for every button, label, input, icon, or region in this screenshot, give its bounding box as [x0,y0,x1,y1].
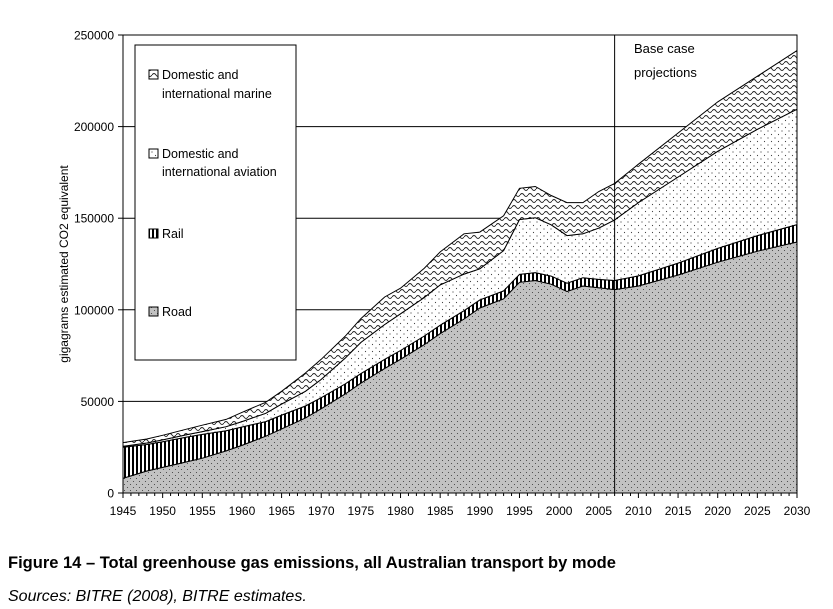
x-tick-label: 1970 [308,504,335,518]
x-tick-label: 2000 [546,504,573,518]
x-axis-ticks: 1945 1950 1955 1960 1965 1970 1975 1980 1985 1990… [110,493,811,518]
y-tick-label: 50000 [81,395,115,409]
y-tick-label: 0 [107,487,114,501]
x-tick-label: 1965 [268,504,295,518]
area-marine [122,49,798,447]
legend-box [134,44,297,361]
x-tick-label: 1945 [110,504,137,518]
legend-label-aviation-1: Domestic and [162,147,238,161]
figure-caption: Figure 14 – Total greenhouse gas emissio… [8,554,616,572]
legend-label-marine-2: international marine [162,87,272,101]
y-tick-label: 150000 [74,212,114,226]
legend: Domestic and international marine Domest… [134,44,297,361]
annotation-line2: projections [634,65,697,80]
legend-swatch-road [148,306,159,317]
x-tick-label: 2030 [784,504,811,518]
annotation-line1: Base case [634,41,695,56]
legend-swatch-rail [148,228,159,239]
x-tick-label: 1990 [466,504,493,518]
y-axis-label: gigagrams estimated CO2 equivalent [57,165,71,363]
y-axis-ticks: 0 50000 100000 150000 200000 250000 [74,29,123,501]
x-tick-label: 2020 [704,504,731,518]
y-tick-label: 100000 [74,303,114,317]
x-tick-label: 1985 [427,504,454,518]
figure-source: Sources: BITRE (2008), BITRE estimates. [8,588,307,605]
x-tick-label: 1960 [229,504,256,518]
legend-label-road: Road [162,305,192,319]
stacked-areas [122,49,798,494]
x-tick-label: 1955 [189,504,216,518]
y-tick-label: 250000 [74,29,114,43]
x-tick-label: 1975 [348,504,375,518]
x-tick-label: 2005 [585,504,612,518]
legend-swatch-aviation [148,148,159,159]
x-tick-label: 2015 [665,504,692,518]
x-tick-label: 2025 [744,504,771,518]
y-tick-label: 200000 [74,120,114,134]
legend-label-aviation-2: international aviation [162,165,277,179]
legend-label-rail: Rail [162,227,184,241]
x-tick-label: 1995 [506,504,533,518]
x-tick-label: 2010 [625,504,652,518]
x-tick-label: 1950 [149,504,176,518]
legend-swatch-marine [148,69,159,80]
x-tick-label: 1980 [387,504,414,518]
legend-label-marine-1: Domestic and [162,68,238,82]
